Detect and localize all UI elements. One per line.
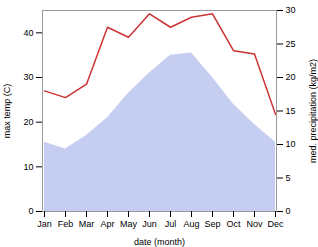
svg-text:15: 15 — [286, 106, 296, 116]
svg-text:Mar: Mar — [79, 219, 95, 229]
svg-text:Oct: Oct — [226, 219, 241, 229]
svg-text:Jul: Jul — [165, 219, 177, 229]
svg-text:5: 5 — [286, 173, 291, 183]
svg-text:25: 25 — [286, 39, 296, 49]
svg-text:Jan: Jan — [37, 219, 52, 229]
svg-text:40: 40 — [23, 28, 33, 38]
svg-text:20: 20 — [286, 72, 296, 82]
svg-text:0: 0 — [28, 206, 33, 216]
svg-text:Feb: Feb — [58, 219, 74, 229]
svg-text:0: 0 — [286, 206, 291, 216]
svg-text:Aug: Aug — [183, 219, 199, 229]
svg-text:10: 10 — [23, 162, 33, 172]
svg-text:30: 30 — [23, 72, 33, 82]
svg-text:Sep: Sep — [204, 219, 220, 229]
svg-text:30: 30 — [286, 5, 296, 15]
svg-text:May: May — [120, 219, 138, 229]
svg-text:Nov: Nov — [246, 219, 263, 229]
svg-text:med. precipitation (kg/m2): med. precipitation (kg/m2) — [308, 59, 318, 163]
svg-text:20: 20 — [23, 117, 33, 127]
svg-text:Dec: Dec — [267, 219, 284, 229]
svg-text:Jun: Jun — [142, 219, 157, 229]
svg-text:10: 10 — [286, 139, 296, 149]
svg-text:max temp (C): max temp (C) — [2, 84, 12, 139]
svg-text:date (month): date (month) — [134, 237, 185, 247]
svg-text:Apr: Apr — [100, 219, 114, 229]
